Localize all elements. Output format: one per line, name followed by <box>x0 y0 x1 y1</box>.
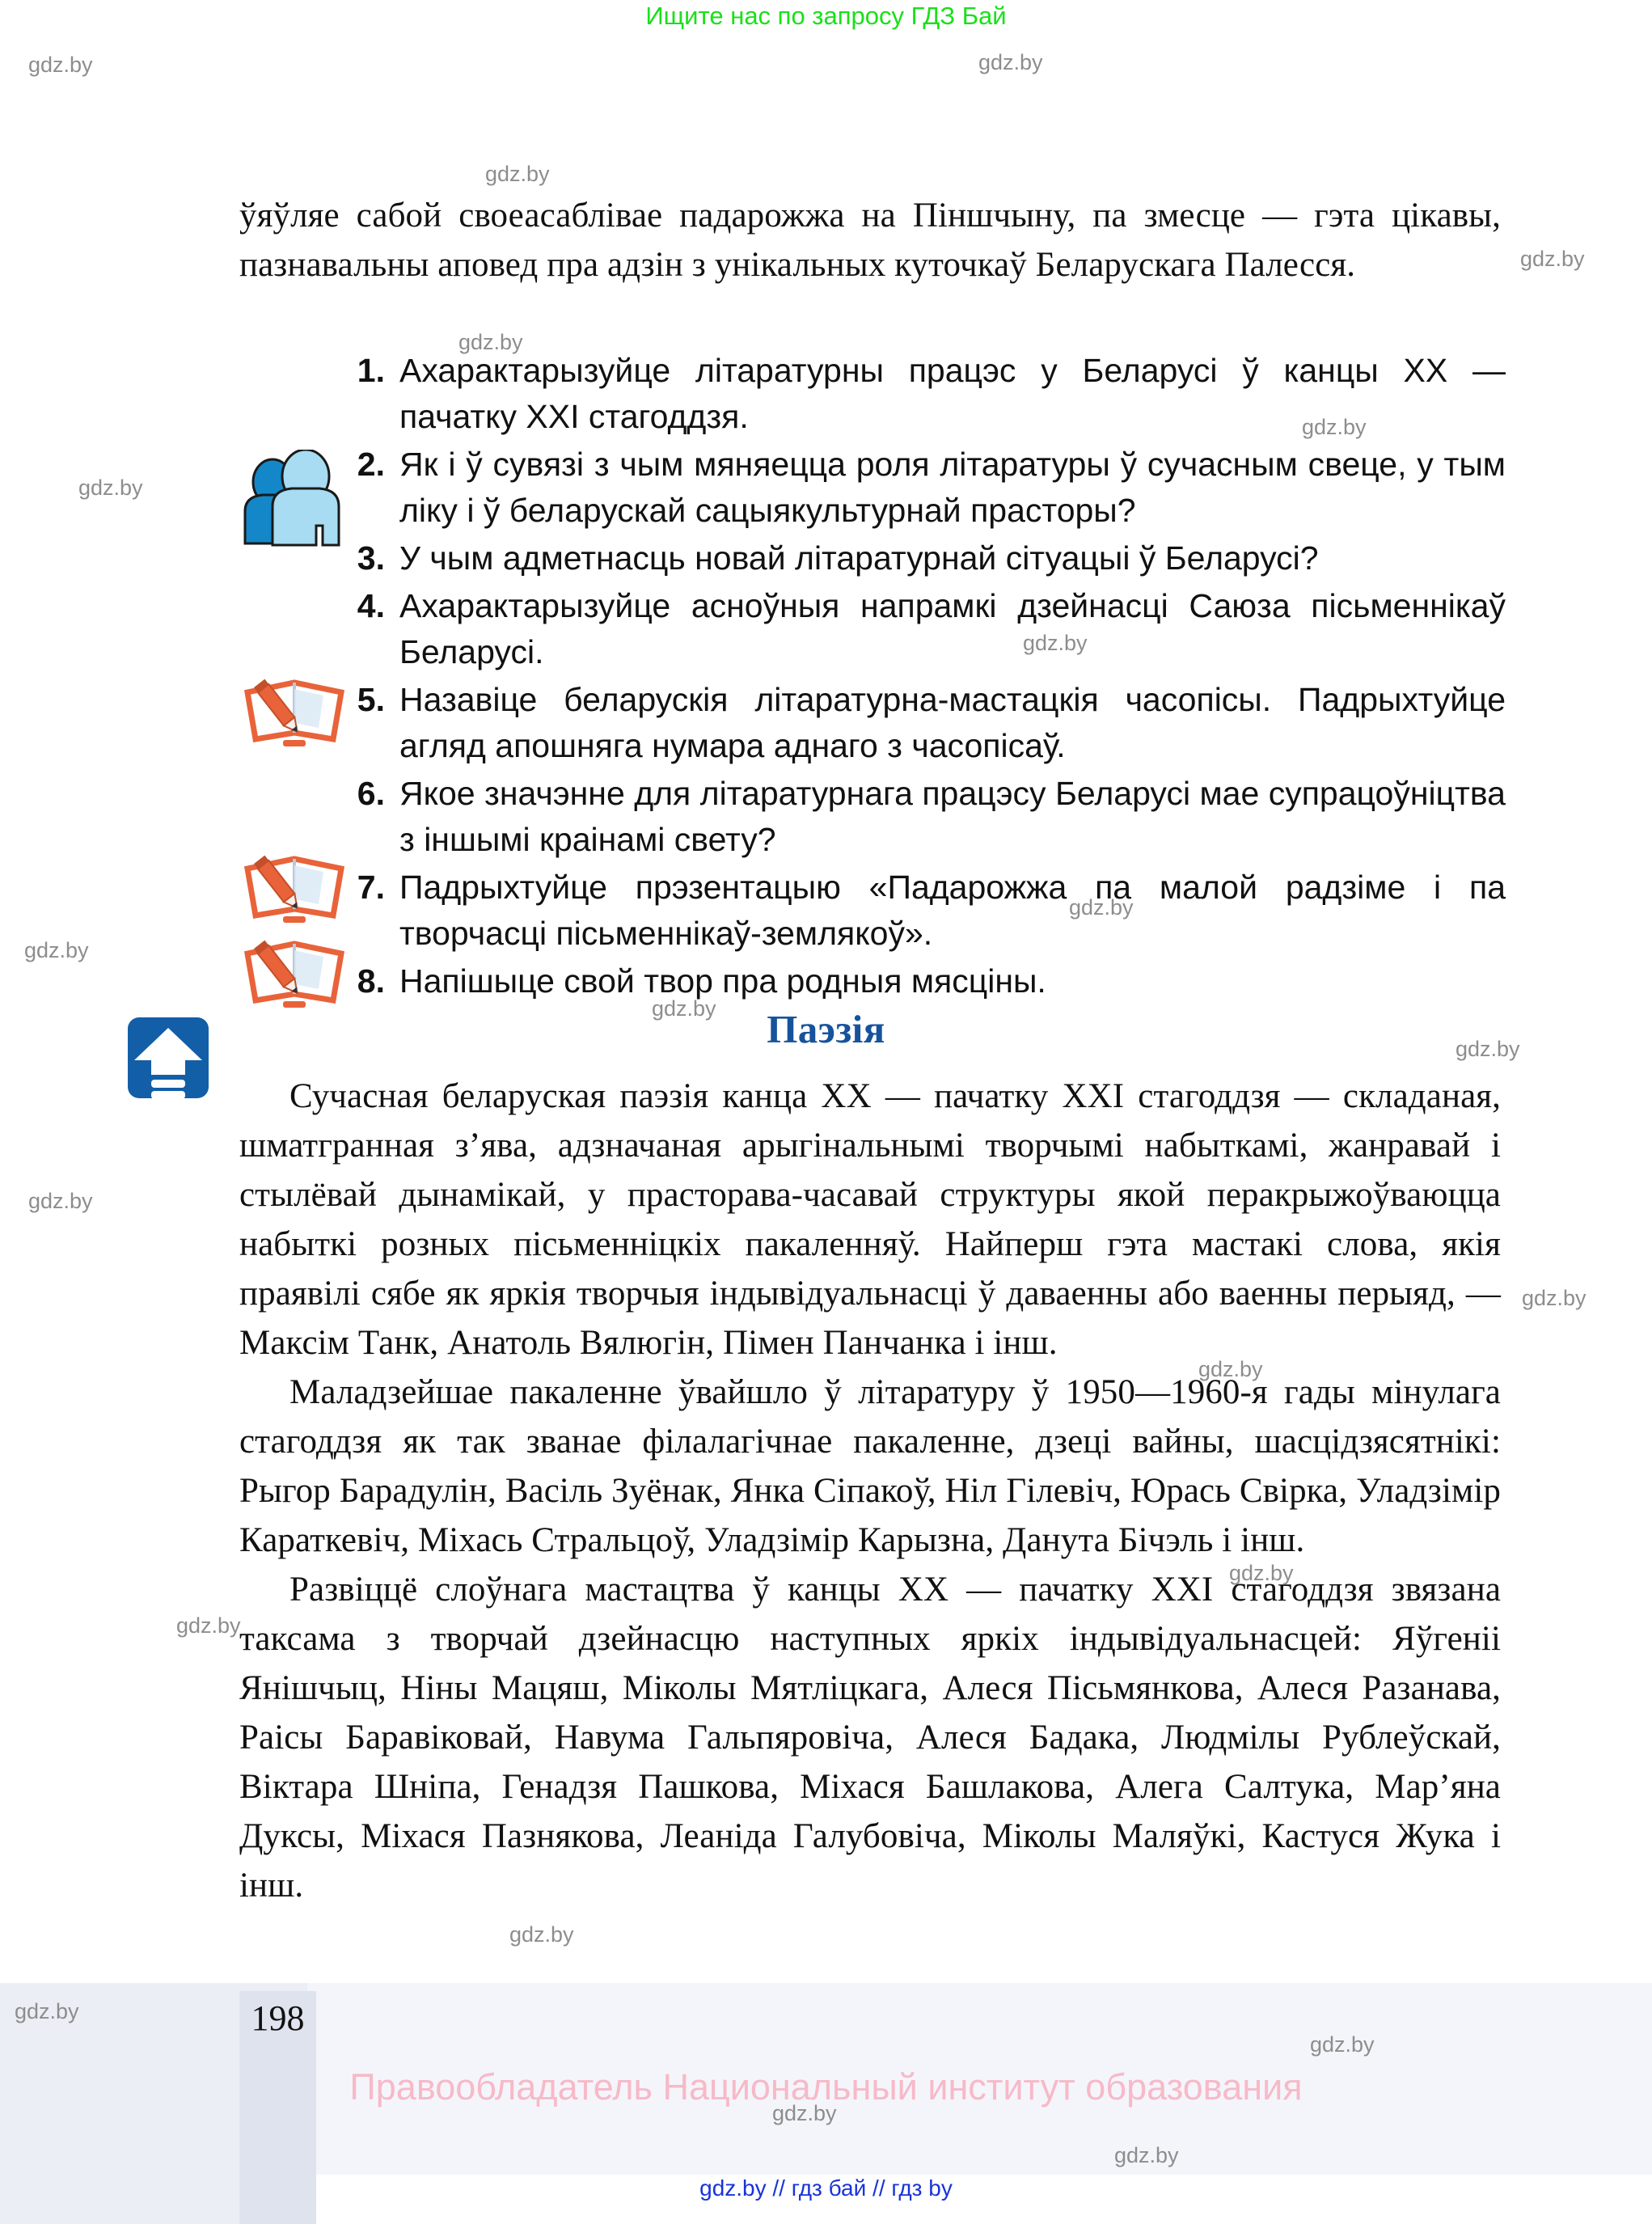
item-text: Падрыхтуйце прэзентацыю «Падарожжа па ма… <box>399 869 1506 952</box>
list-item: 1. Ахарактарызуйце літаратурны працэс у … <box>349 348 1506 440</box>
page-number-band <box>239 1991 316 2224</box>
book-pencil-icon <box>243 926 346 1015</box>
intro-paragraph: ўяўляе сабой своеасаблівае падарожжа на … <box>239 197 1501 284</box>
list-item: 5. Назавіце беларускія літаратурна-маста… <box>349 677 1506 769</box>
watermark: gdz.by <box>78 476 143 500</box>
list-item: 3. У чым адметнасць новай літаратурнай с… <box>349 535 1506 581</box>
paragraph: Развіццё слоўнага мастацтва ў канцы XX —… <box>239 1571 1501 1905</box>
item-text: Ахарактарызуйце асноўныя напрамкі дзейна… <box>399 587 1506 670</box>
item-number: 5. <box>357 681 385 718</box>
list-item: 6. Якое значэнне для літаратурнага працэ… <box>349 771 1506 863</box>
footer-links: gdz.by // гдз бай // гдз by <box>699 2175 953 2201</box>
blue-arrow-up-icon <box>125 1015 211 1105</box>
watermark: gdz.by <box>1522 1286 1587 1310</box>
item-text: Якое значэнне для літаратурнага працэсу … <box>399 775 1506 858</box>
item-number: 3. <box>357 539 385 577</box>
paragraph: Сучасная беларуская паэзія канца XX — па… <box>239 1077 1501 1362</box>
paragraph: Маладзейшае пакаленне ўвайшло ў літарату… <box>239 1373 1501 1559</box>
item-text: Напішыце свой твор пра родныя мясціны. <box>399 962 1046 1000</box>
watermark: gdz.by <box>485 162 550 186</box>
watermark: gdz.by <box>978 50 1043 74</box>
item-text: Як і ў сувязі з чым мяняецца роля літара… <box>399 446 1506 529</box>
list-item: 7. Падрыхтуйце прэзентацыю «Падарожжа па… <box>349 865 1506 957</box>
page-number: 198 <box>251 1998 305 2038</box>
list-item: 4. Ахарактарызуйце асноўныя напрамкі дзе… <box>349 583 1506 675</box>
copyright-notice: Правообладатель Национальный институт об… <box>349 2066 1303 2108</box>
intro-block: ўяўляе сабой своеасаблівае падарожжа на … <box>239 191 1501 290</box>
watermark: gdz.by <box>28 53 93 77</box>
book-pencil-icon <box>243 841 346 930</box>
item-text: Назавіце беларускія літаратурна-мастацкі… <box>399 681 1506 764</box>
watermark: gdz.by <box>176 1613 241 1638</box>
item-number: 4. <box>357 587 385 624</box>
item-number: 1. <box>357 352 385 389</box>
list-item: 8. Напішыце свой твор пра родныя мясціны… <box>349 958 1506 1004</box>
section-body: Сучасная беларуская паэзія канца XX — па… <box>239 1072 1501 1910</box>
item-number: 7. <box>357 869 385 906</box>
item-number: 6. <box>357 775 385 812</box>
section-heading: Паэзія <box>767 1007 885 1051</box>
watermark: gdz.by <box>28 1189 93 1213</box>
item-text: Ахарактарызуйце літаратурны працэс у Бел… <box>399 352 1506 435</box>
exercise-list: 1. Ахарактарызуйце літаратурны працэс у … <box>349 348 1506 1006</box>
two-people-icon <box>239 448 344 551</box>
watermark: gdz.by <box>509 1922 574 1947</box>
watermark: gdz.by <box>1520 247 1585 271</box>
promo-banner: Ищите нас по запросу ГДЗ Бай <box>645 2 1007 30</box>
item-number: 2. <box>357 446 385 483</box>
book-pencil-icon <box>243 665 346 754</box>
footer-band-main <box>307 1983 1652 2175</box>
item-number: 8. <box>357 962 385 1000</box>
list-item: 2. Як і ў сувязі з чым мяняецца роля літ… <box>349 442 1506 534</box>
watermark: gdz.by <box>24 938 89 962</box>
item-text: У чым адметнасць новай літаратурнай сіту… <box>399 539 1319 577</box>
